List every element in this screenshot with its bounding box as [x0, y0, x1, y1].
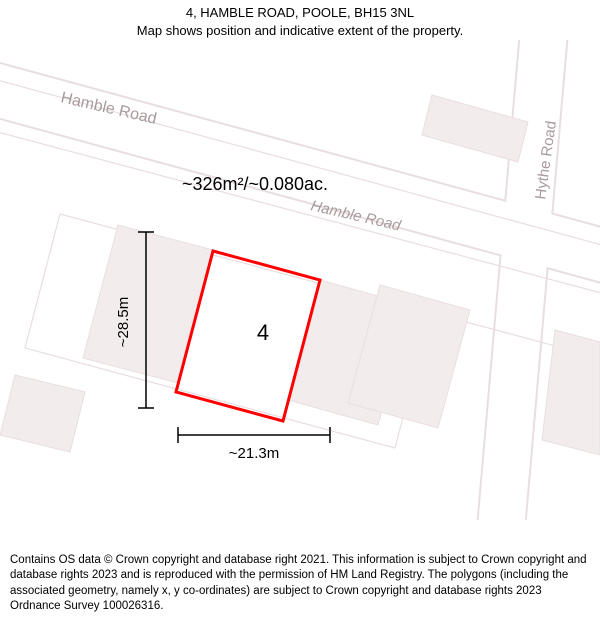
svg-text:~28.5m: ~28.5m	[115, 297, 132, 347]
svg-text:~21.3m: ~21.3m	[229, 445, 279, 462]
header-title: 4, HAMBLE ROAD, POOLE, BH15 3NL	[10, 4, 590, 22]
header: 4, HAMBLE ROAD, POOLE, BH15 3NL Map show…	[0, 0, 600, 45]
footer-copyright: Contains OS data © Crown copyright and d…	[0, 547, 600, 625]
svg-text:4: 4	[257, 320, 269, 345]
property-map: Hamble RoadHamble RoadHythe Road4~326m²/…	[0, 40, 600, 520]
svg-text:~326m²/~0.080ac.: ~326m²/~0.080ac.	[182, 174, 328, 194]
header-subtitle: Map shows position and indicative extent…	[10, 22, 590, 40]
